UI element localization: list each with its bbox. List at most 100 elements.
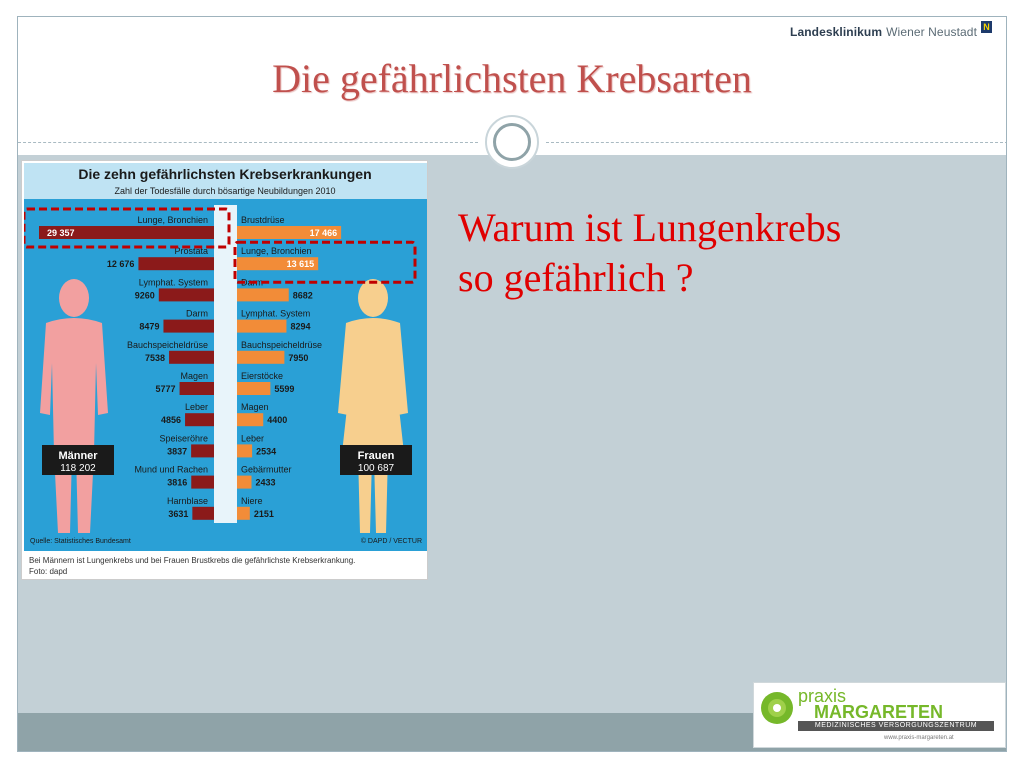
men-bar [138,257,214,271]
divider-circle-icon [485,115,539,169]
logo-web: www.praxis-margareten.at [884,735,954,741]
men-category-label: Leber [185,402,208,412]
flower-icon [761,692,793,724]
logo-bar: MEDIZINISCHES VERSORGUNGSZENTRUM [798,721,994,731]
brand-sub: Wiener Neustadt [886,25,977,39]
women-total: 100 687 [358,463,395,474]
women-value-label: 17 466 [310,228,338,238]
men-bar [192,506,214,520]
men-bar [169,350,214,364]
women-value-label: 2433 [256,478,276,488]
women-category-label: Bauchspeicheldrüse [241,340,322,350]
women-bar [237,288,289,302]
chart-subtitle: Zahl der Todesfälle durch bösartige Neub… [115,186,336,196]
men-bar [158,288,214,302]
women-value-label: 8294 [290,322,310,332]
women-value-label: 8682 [293,290,313,300]
men-category-label: Darm [186,309,208,319]
men-bar [191,444,214,458]
women-category-label: Lymphat. System [241,309,310,319]
logo-margareten: MARGARETEN [814,702,943,722]
slide: Landesklinikum Wiener Neustadt N Die gef… [17,16,1007,752]
women-value-label: 13 615 [287,259,315,269]
divider-left [18,142,478,143]
men-category-label: Prostata [174,246,208,256]
women-category-label: Leber [241,433,264,443]
cancer-chart: Die zehn gefährlichsten Krebserkrankunge… [24,163,427,551]
women-bar [237,226,342,239]
men-bar [179,382,214,395]
men-value-label: 29 357 [47,228,75,238]
women-category-label: Lunge, Bronchien [241,246,312,256]
divider-right [546,142,1006,143]
women-lung-highlight [233,240,417,284]
men-bar [185,413,214,427]
brand-name: Landesklinikum [790,25,883,39]
men-value-label: 3837 [167,446,187,456]
women-bar [237,257,319,271]
men-bar [191,475,214,489]
caption-line-2: Foto: dapd [29,567,68,576]
men-value-label: 5777 [156,384,176,394]
women-value-label: 4400 [267,415,287,425]
chart-caption: Bei Männern ist Lungenkrebs und bei Frau… [29,555,419,577]
men-category-label: Lymphat. System [139,277,208,287]
women-bar [237,382,271,395]
women-bar [237,475,252,489]
men-category-label: Bauchspeicheldrüse [127,340,208,350]
woman-silhouette-icon [338,318,408,533]
men-category-label: Mund und Rachen [134,465,208,475]
men-category-label: Speiseröhre [159,433,208,443]
women-category-label: Niere [241,496,263,506]
men-value-label: 9260 [135,290,155,300]
men-value-label: 8479 [139,322,159,332]
brand-flag-icon: N [981,21,992,33]
slide-title: Die gefährlichsten Krebsarten [272,56,752,101]
praxis-logo: praxis MARGARETEN MEDIZINISCHES VERSORGU… [753,682,1006,748]
women-total-box [340,445,412,475]
brand-logo: Landesklinikum Wiener Neustadt N [790,21,992,39]
women-value-label: 7950 [288,353,308,363]
chart-source: Quelle: Statistisches Bundesamt [30,538,131,545]
men-value-label: 7538 [145,353,165,363]
women-label: Frauen [358,450,395,462]
women-bar [237,413,264,427]
women-category-label: Gebärmutter [241,465,292,475]
chart-center-column [214,205,237,523]
women-category-label: Eierstöcke [241,371,283,381]
women-value-label: 5599 [274,384,294,394]
men-lung-highlight [24,207,231,249]
women-category-label: Brustdrüse [241,215,285,225]
chart-image: Die zehn gefährlichsten Krebserkrankunge… [21,160,428,580]
men-category-label: Harnblase [167,496,208,506]
men-category-label: Lunge, Bronchien [137,215,208,225]
woman-head-icon [358,279,388,317]
man-silhouette-icon [40,318,108,533]
chart-title: Die zehn gefährlichsten Krebserkrankunge… [78,166,371,182]
women-bar [237,444,253,458]
men-bar [163,319,214,333]
question-line-2: so gefährlich ? [458,255,694,300]
logo-praxis: praxis [798,686,847,706]
men-value-label: 12 676 [107,259,135,269]
women-category-label: Magen [241,402,269,412]
men-value-label: 3631 [168,509,188,519]
women-value-label: 2151 [254,509,274,519]
men-category-label: Magen [180,371,208,381]
caption-line-1: Bei Männern ist Lungenkrebs und bei Frau… [29,556,356,565]
men-value-label: 3816 [167,478,187,488]
man-head-icon [59,279,89,317]
women-bar [237,350,285,364]
men-total: 118 202 [60,463,96,474]
men-total-box [42,445,114,475]
question-line-1: Warum ist Lungenkrebs [458,205,842,250]
women-bar [237,506,250,520]
question-text: Warum ist Lungenkrebs so gefährlich ? [458,203,978,303]
men-label: Männer [58,450,98,462]
men-value-label: 4856 [161,415,181,425]
chart-credit: © DAPD / VECTUR [361,537,422,545]
chart-title-band [24,163,427,199]
women-value-label: 2534 [256,446,276,456]
men-bar [39,226,214,239]
women-bar [237,319,287,333]
